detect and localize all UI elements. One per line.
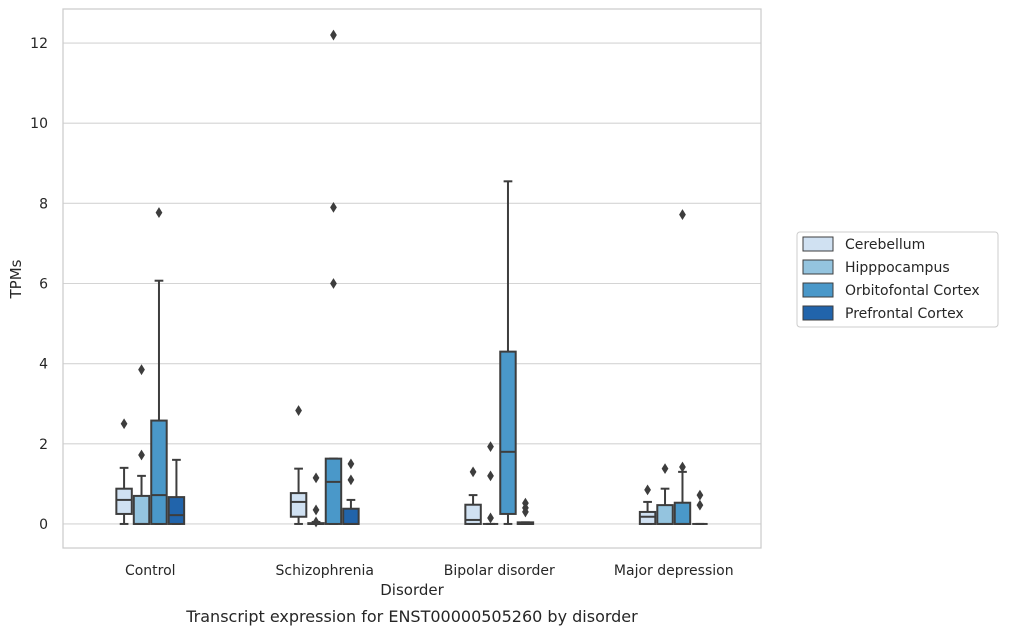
outlier-point bbox=[313, 472, 320, 483]
box-orbitofontal-cortex bbox=[326, 30, 341, 524]
outlier-point bbox=[679, 462, 686, 473]
box-orbitofontal-cortex bbox=[151, 207, 166, 524]
x-tick-label: Major depression bbox=[614, 563, 734, 579]
legend-swatch bbox=[803, 306, 833, 320]
box-iqr bbox=[675, 503, 690, 524]
outlier-point bbox=[470, 466, 477, 477]
outlier-point bbox=[138, 450, 145, 461]
box-marks bbox=[116, 30, 707, 528]
box-cerebellum bbox=[116, 418, 131, 524]
y-axis-label: TPMs bbox=[7, 259, 25, 299]
box-iqr bbox=[134, 496, 149, 524]
box-iqr bbox=[500, 352, 515, 514]
box-iqr bbox=[465, 505, 480, 524]
x-tick-label: Schizophrenia bbox=[276, 563, 374, 579]
legend-label: Cerebellum bbox=[845, 237, 925, 253]
x-tick-label: Bipolar disorder bbox=[444, 563, 555, 579]
box-iqr bbox=[151, 421, 166, 524]
legend-label: Hipppocampus bbox=[845, 260, 950, 276]
box-iqr bbox=[343, 509, 358, 524]
y-axis-ticks: 0 2 4 6 8 10 12 bbox=[30, 36, 48, 533]
box-cerebellum bbox=[640, 484, 655, 523]
y-tick-label: 12 bbox=[30, 36, 48, 52]
legend-swatch bbox=[803, 260, 833, 274]
y-tick-label: 10 bbox=[30, 116, 48, 132]
box-plot-chart: 0 2 4 6 8 10 12 Control Schizophrenia Bipolar di… bbox=[0, 0, 1009, 634]
legend-label: Orbitofontal Cortex bbox=[845, 283, 980, 299]
outlier-point bbox=[697, 490, 704, 501]
box-prefrontal-cortex bbox=[692, 490, 707, 524]
outlier-point bbox=[487, 470, 494, 481]
outlier-point bbox=[487, 513, 494, 524]
box-prefrontal-cortex bbox=[518, 498, 533, 524]
y-tick-label: 8 bbox=[39, 196, 48, 212]
box-iqr bbox=[326, 459, 341, 524]
outlier-point bbox=[121, 418, 128, 429]
box-iqr bbox=[657, 505, 672, 524]
outlier-point bbox=[330, 30, 337, 41]
outlier-point bbox=[662, 463, 669, 474]
outlier-point bbox=[330, 278, 337, 289]
x-axis-label: Disorder bbox=[380, 581, 444, 599]
outlier-point bbox=[295, 405, 302, 416]
outlier-point bbox=[138, 364, 145, 375]
y-tick-label: 0 bbox=[39, 517, 48, 533]
box-cerebellum bbox=[291, 405, 306, 524]
y-tick-label: 6 bbox=[39, 277, 48, 293]
x-tick-label: Control bbox=[125, 563, 176, 579]
box-iqr bbox=[291, 493, 306, 517]
outlier-point bbox=[156, 207, 163, 218]
box-iqr bbox=[169, 497, 184, 524]
box-iqr bbox=[640, 512, 655, 524]
box-prefrontal-cortex bbox=[343, 458, 358, 524]
legend-swatch bbox=[803, 237, 833, 251]
legend-swatch bbox=[803, 283, 833, 297]
box-hipppocampus bbox=[483, 441, 498, 524]
figure-caption: Transcript expression for ENST0000050526… bbox=[185, 607, 638, 626]
outlier-point bbox=[313, 517, 320, 528]
outlier-point bbox=[644, 484, 651, 495]
outlier-point bbox=[679, 209, 686, 220]
box-hipppocampus bbox=[308, 472, 323, 527]
outlier-point bbox=[313, 505, 320, 516]
box-hipppocampus bbox=[657, 463, 672, 524]
outlier-point bbox=[348, 458, 355, 469]
outlier-point bbox=[697, 500, 704, 511]
y-tick-label: 4 bbox=[39, 357, 48, 373]
box-iqr bbox=[116, 489, 131, 514]
box-cerebellum bbox=[465, 466, 480, 523]
legend-label: Prefrontal Cortex bbox=[845, 306, 964, 322]
box-orbitofontal-cortex bbox=[675, 209, 690, 524]
outlier-point bbox=[348, 474, 355, 485]
y-tick-label: 2 bbox=[39, 437, 48, 453]
box-prefrontal-cortex bbox=[169, 460, 184, 524]
legend: Cerebellum Hipppocampus Orbitofontal Corte… bbox=[797, 232, 998, 327]
box-orbitofontal-cortex bbox=[500, 181, 515, 524]
outlier-point bbox=[487, 441, 494, 452]
x-axis-ticks: Control Schizophrenia Bipolar disorder Majo… bbox=[125, 563, 734, 579]
